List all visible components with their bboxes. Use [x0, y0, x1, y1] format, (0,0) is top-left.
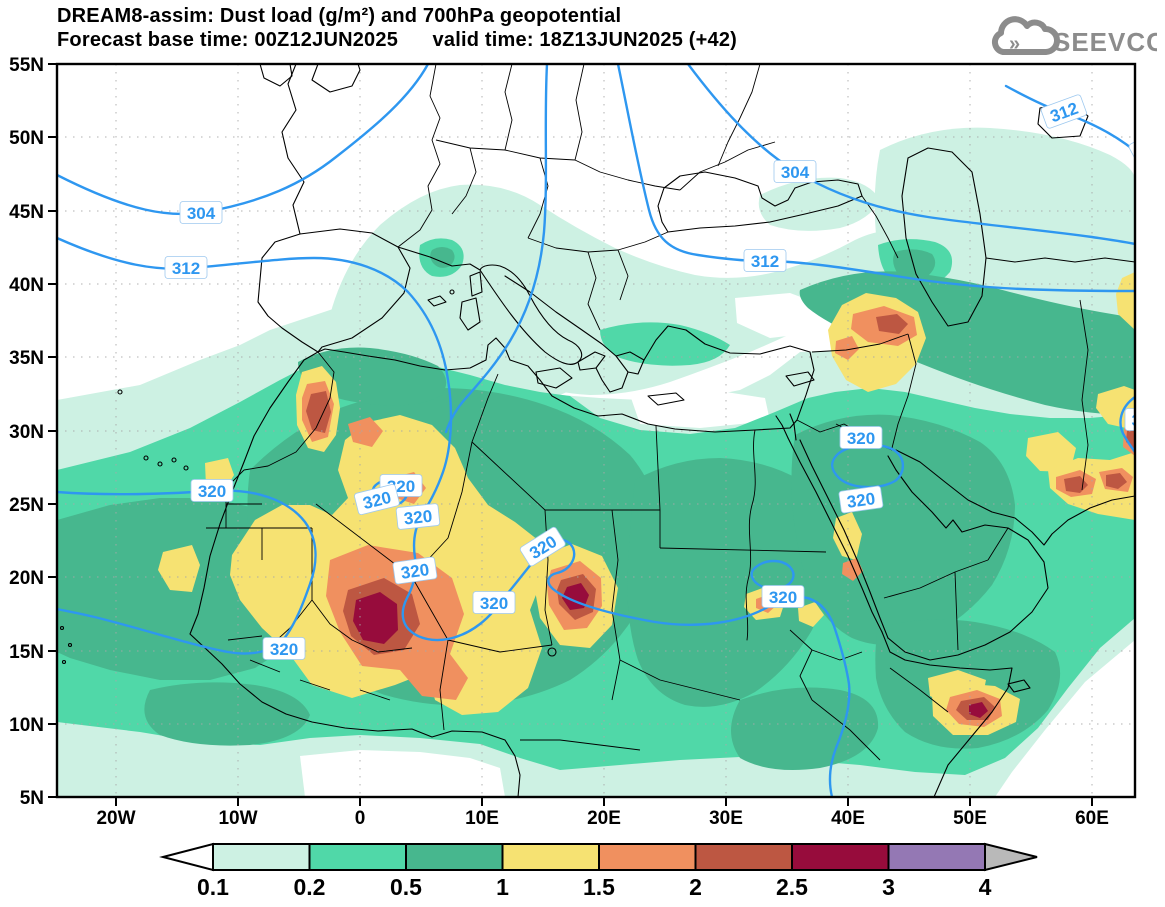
- x-axis-labels: 20W 10W 0 10E 20E 30E 40E 50E 60E: [96, 808, 1108, 829]
- y-tick: 15N: [9, 642, 44, 663]
- x-tick: 60E: [1075, 808, 1109, 829]
- contour-label: 3: [1136, 140, 1153, 161]
- colorbar-tick: 1: [496, 874, 509, 900]
- colorbar-box-0.1: [212, 843, 311, 871]
- y-tick: 35N: [9, 348, 44, 369]
- x-tick: 20W: [96, 808, 135, 829]
- colorbar-tick: 0.2: [294, 874, 326, 900]
- page-subtitle: Forecast base time: 00Z12JUN2025 valid t…: [57, 29, 738, 51]
- y-tick: 55N: [9, 55, 44, 76]
- colorbar: 0.1 0.2 0.5 1 1.5 2 2.5 3 4: [159, 842, 1038, 900]
- colorbar-tick: 1.5: [583, 874, 615, 900]
- coastlines: [59, 64, 1135, 797]
- map-canvas: 304 312 304 312 3 312 320 320 320 320 32…: [9, 55, 1153, 829]
- logo-text: SEEVCCC: [1053, 27, 1157, 57]
- colorbar-tick: 2: [689, 874, 702, 900]
- colorbar-tick: 4: [979, 874, 992, 900]
- x-tick: 10E: [465, 808, 499, 829]
- colorbar-box-0.2: [308, 843, 407, 871]
- colorbar-box-1.5: [598, 843, 697, 871]
- svg-text:»: »: [1009, 33, 1020, 55]
- colorbar-box-3: [887, 843, 986, 871]
- colorbar-underflow-arrow: [159, 842, 214, 872]
- x-tick: 20E: [587, 808, 621, 829]
- contour-label: 320: [480, 594, 508, 613]
- contour-label: 304: [781, 163, 810, 182]
- contour-label: 320: [846, 489, 877, 512]
- contour-labels: 304 312 304 312 3 312 320 320 320 320 32…: [164, 94, 1153, 660]
- contour-label: 320: [400, 560, 431, 583]
- country-borders: [206, 64, 1135, 761]
- y-tick: 30N: [9, 422, 44, 443]
- contour-label: 320: [198, 482, 226, 501]
- axis-ticks: [48, 63, 1093, 806]
- contour-label: 320: [270, 640, 298, 659]
- contour-label: 31: [1132, 411, 1151, 430]
- contour-label: 320: [847, 429, 875, 448]
- x-tick: 10W: [218, 808, 257, 829]
- page-title: DREAM8-assim: Dust load (g/m²) and 700hP…: [57, 5, 622, 27]
- y-tick: 25N: [9, 495, 44, 516]
- y-tick: 10N: [9, 715, 44, 736]
- colorbar-tick: 2.5: [776, 874, 808, 900]
- colorbar-box-1: [501, 843, 600, 871]
- colorbar-box-2: [694, 843, 793, 871]
- colorbar-overflow-arrow: [984, 842, 1038, 872]
- x-tick: 50E: [953, 808, 987, 829]
- contour-label: 304: [187, 204, 216, 223]
- contour-label: 312: [751, 252, 779, 271]
- cloud-icon: »: [991, 16, 1060, 55]
- colorbar-tick: 0.1: [197, 874, 229, 900]
- x-tick: 40E: [831, 808, 865, 829]
- y-tick: 40N: [9, 275, 44, 296]
- colorbar-box-2.5: [791, 843, 890, 871]
- y-axis-labels: 55N 50N 45N 40N 35N 30N 25N 20N 15N 10N …: [9, 55, 44, 809]
- colorbar-tick: 0.5: [390, 874, 422, 900]
- seevccc-logo: » SEEVCCC: [991, 16, 1157, 57]
- y-tick: 5N: [20, 788, 44, 809]
- contour-label: 320: [769, 588, 797, 607]
- y-tick: 50N: [9, 128, 44, 149]
- y-tick: 45N: [9, 202, 44, 223]
- x-tick: 30E: [709, 808, 743, 829]
- colorbar-tick: 3: [882, 874, 895, 900]
- y-tick: 20N: [9, 568, 44, 589]
- colorbar-box-0.5: [405, 843, 504, 871]
- colorbar-labels: 0.1 0.2 0.5 1 1.5 2 2.5 3 4: [197, 874, 992, 900]
- x-tick: 0: [355, 808, 366, 829]
- contour-label: 320: [403, 507, 433, 529]
- contour-label: 312: [172, 259, 200, 278]
